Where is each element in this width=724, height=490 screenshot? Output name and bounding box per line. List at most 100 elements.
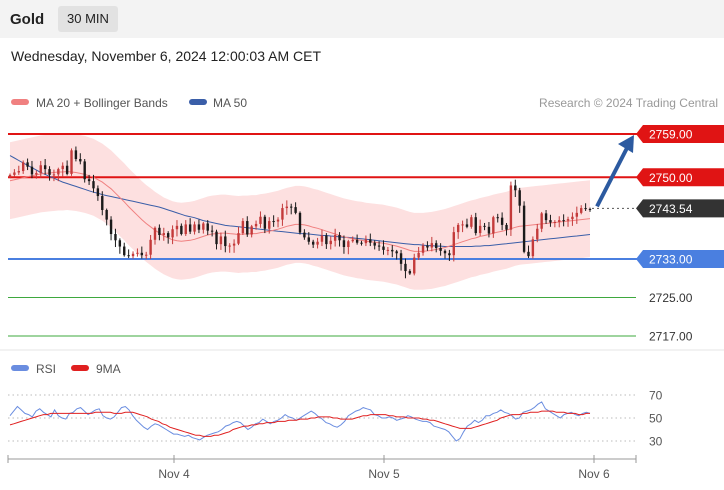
- candle: [580, 205, 583, 215]
- candle: [52, 169, 56, 182]
- candle-body: [65, 165, 69, 174]
- candle: [413, 253, 416, 276]
- candle: [65, 160, 69, 176]
- rsi-legend-label: RSI: [36, 362, 56, 376]
- candle-body: [57, 169, 60, 175]
- x-tick-label: Nov 6: [578, 467, 610, 481]
- candle-body: [250, 226, 253, 235]
- timeframe-button[interactable]: 30 MIN: [58, 6, 118, 32]
- candle: [483, 222, 486, 231]
- level-labels: 2759.00 2750.00 2743.54 2733.00 2725.00 2717.…: [636, 125, 724, 344]
- candle: [391, 245, 394, 258]
- candle: [35, 170, 38, 179]
- candle: [518, 187, 521, 213]
- candle-body: [83, 161, 86, 180]
- candle-body: [175, 225, 179, 230]
- candle-body: [193, 224, 196, 232]
- candle: [329, 236, 332, 250]
- candle-body: [254, 223, 258, 227]
- candle-body: [329, 240, 332, 245]
- candle-body: [474, 217, 477, 234]
- candle-body: [114, 234, 117, 241]
- candle-body: [311, 241, 315, 245]
- candle-body: [391, 249, 394, 252]
- candle-body: [373, 242, 376, 246]
- candle: [109, 216, 113, 241]
- rsi-panel: 70 50 30: [8, 389, 663, 449]
- candle: [246, 216, 249, 237]
- candle-body: [131, 253, 135, 257]
- candle: [443, 249, 447, 259]
- candle: [162, 227, 165, 241]
- candle-body: [347, 241, 350, 248]
- candle: [118, 238, 122, 254]
- candle-body: [355, 239, 359, 243]
- candle-body: [70, 150, 73, 174]
- candle: [123, 242, 126, 257]
- candle-body: [285, 206, 289, 209]
- candle: [544, 209, 548, 224]
- candle: [48, 166, 51, 181]
- candle: [487, 222, 491, 238]
- candle: [83, 159, 86, 183]
- candle-body: [219, 236, 223, 245]
- candle-body: [145, 254, 148, 256]
- rsi-level-label: 30: [649, 435, 663, 449]
- candle-body: [149, 239, 152, 255]
- candle-body: [430, 243, 434, 248]
- candle: [193, 221, 196, 235]
- candle: [492, 215, 495, 238]
- candle-body: [13, 172, 16, 175]
- candle-body: [549, 220, 552, 223]
- candle: [303, 229, 306, 240]
- candle-body: [562, 220, 565, 222]
- candle: [268, 217, 271, 234]
- level-label-resistance: 2750.00: [649, 171, 693, 185]
- candle: [101, 191, 104, 216]
- candle: [254, 220, 258, 230]
- candle: [531, 236, 535, 259]
- candle-body: [369, 239, 372, 243]
- level-label-box: [636, 125, 724, 143]
- candle: [448, 249, 451, 261]
- candle-body: [237, 233, 240, 244]
- candle: [558, 216, 561, 228]
- candle: [228, 243, 231, 253]
- candle-body: [461, 224, 464, 226]
- candle: [333, 228, 337, 247]
- level-label-box: [636, 250, 724, 269]
- candle: [553, 220, 557, 228]
- candle-body: [544, 213, 548, 221]
- candle: [408, 269, 412, 275]
- bollinger-band-area: [10, 133, 590, 290]
- candle: [17, 165, 20, 175]
- candle: [285, 200, 289, 215]
- candle-body: [166, 233, 170, 238]
- candle-body: [87, 179, 91, 182]
- candle-body: [364, 239, 368, 244]
- candle: [13, 169, 16, 177]
- candle: [439, 243, 442, 256]
- candle-body: [290, 206, 293, 208]
- level-label-target: 2725.00: [649, 291, 693, 305]
- candle-body: [101, 196, 104, 210]
- candle: [320, 229, 324, 247]
- candle-body: [408, 271, 412, 274]
- candle-body: [96, 188, 100, 197]
- candle-body: [588, 209, 592, 211]
- candle-body: [500, 217, 504, 225]
- candle: [347, 239, 350, 255]
- candle: [153, 226, 157, 245]
- rsi-ma-legend-swatch: [71, 365, 89, 371]
- candle-body: [79, 159, 82, 162]
- candle-body: [162, 233, 165, 235]
- candle-body: [514, 185, 517, 191]
- candle: [500, 212, 504, 231]
- candle-body: [224, 236, 227, 247]
- candle: [272, 215, 275, 227]
- x-tick-label: Nov 5: [368, 467, 400, 481]
- candle: [584, 203, 587, 211]
- candle-body: [298, 212, 302, 233]
- candle-body: [259, 216, 262, 224]
- projection-arrow-shaft: [595, 147, 629, 208]
